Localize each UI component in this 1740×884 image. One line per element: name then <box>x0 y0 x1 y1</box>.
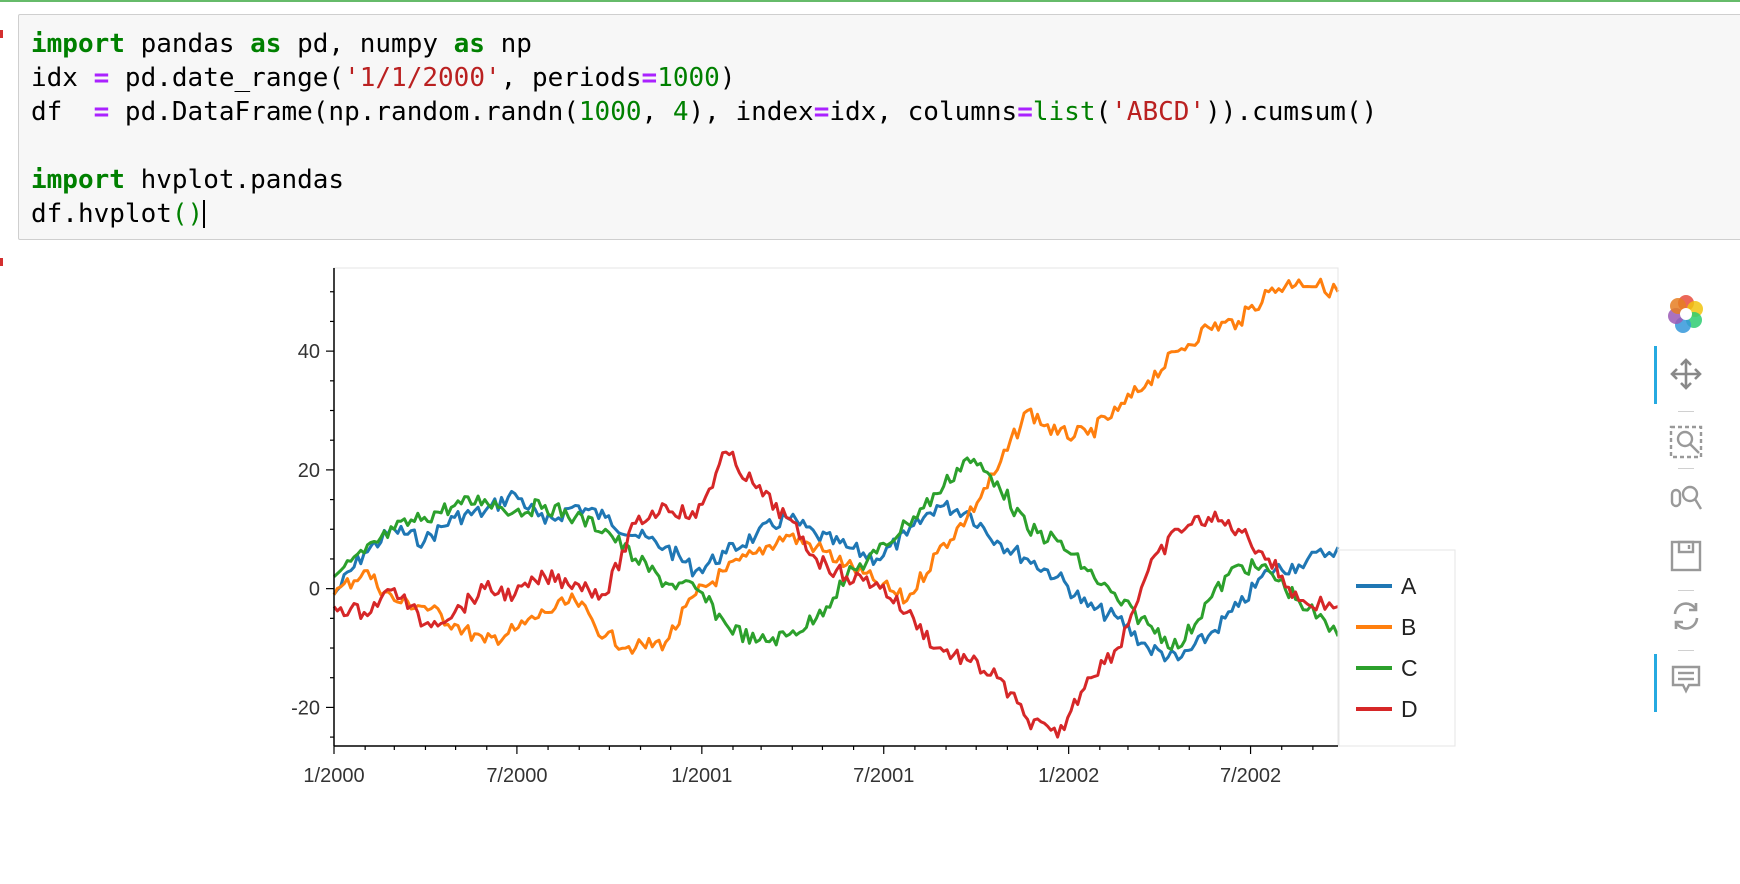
op-assign: = <box>813 97 830 127</box>
series-line-A <box>332 489 1340 663</box>
str-date: '1/1/2000' <box>344 63 501 93</box>
hover-tool-icon[interactable] <box>1664 658 1708 702</box>
op-assign: = <box>641 63 658 93</box>
text-cursor <box>203 200 206 228</box>
bokeh-toolbar <box>1648 292 1728 722</box>
code-line-3: df = pd.DataFrame(np.random.randn(1000, … <box>31 97 1378 127</box>
series-line-B <box>332 277 1340 655</box>
op-assign: = <box>1017 97 1033 127</box>
y-tick-label: 0 <box>309 579 320 601</box>
output-prompt-marker <box>0 258 3 266</box>
op-assign: = <box>93 97 110 127</box>
legend-label-C: C <box>1401 655 1418 681</box>
toolbar-separator <box>1678 468 1694 469</box>
legend-label-A: A <box>1401 573 1417 599</box>
kw-import: import <box>31 29 125 59</box>
kw-as: as <box>250 29 282 59</box>
pan-tool-active-indicator <box>1654 346 1657 404</box>
series-line-D <box>332 450 1339 739</box>
legend-label-B: B <box>1401 614 1416 640</box>
box-zoom-tool-icon[interactable] <box>1664 420 1708 464</box>
input-prompt-marker <box>0 30 3 38</box>
toolbar-separator <box>1678 411 1694 412</box>
save-tool-icon[interactable] <box>1664 534 1708 578</box>
call-parens: () <box>171 199 204 229</box>
y-tick-label: -20 <box>291 697 320 719</box>
kw-as: as <box>453 29 485 59</box>
op-assign: = <box>93 63 110 93</box>
num-cols: 4 <box>672 97 689 127</box>
wheel-zoom-tool-icon[interactable] <box>1664 476 1708 520</box>
hover-tool-active-indicator <box>1654 654 1657 712</box>
plot-frame <box>333 267 1339 747</box>
num-rows: 1000 <box>578 97 642 127</box>
y-tick-label: 20 <box>298 460 320 482</box>
series-lines <box>332 277 1340 739</box>
code-line-2: idx = pd.date_range('1/1/2000', periods=… <box>31 63 736 93</box>
x-tick-label: 1/2002 <box>1038 765 1099 787</box>
chart-axes: -20 0 20 40 1/2000 7/2000 1/2001 7/2001 1/2002 7/… <box>291 267 1339 787</box>
toolbar-separator <box>1678 590 1694 591</box>
code-editor[interactable]: import pandas as pd, numpy as np idx = p… <box>31 27 1377 231</box>
pan-tool-icon[interactable] <box>1664 352 1708 396</box>
code-line-5: import hvplot.pandas <box>31 165 345 195</box>
legend-label-D: D <box>1401 696 1418 722</box>
kw-import: import <box>31 165 125 195</box>
y-tick-label: 40 <box>298 341 320 363</box>
x-tick-label: 7/2001 <box>853 765 914 787</box>
toolbar-separator <box>1678 650 1694 651</box>
str-columns: 'ABCD' <box>1111 97 1206 127</box>
builtin-list: list <box>1032 97 1096 127</box>
series-line-C <box>332 456 1340 651</box>
x-tick-label: 1/2001 <box>671 765 732 787</box>
reset-tool-icon[interactable] <box>1664 594 1708 638</box>
chart-legend: ABCD <box>1338 549 1456 747</box>
legend-box <box>1338 549 1456 747</box>
bokeh-logo[interactable] <box>1664 292 1708 336</box>
cell-top-border <box>0 0 1740 2</box>
code-line-1: import pandas as pd, numpy as np <box>31 29 532 59</box>
num-periods: 1000 <box>657 63 720 93</box>
code-line-6: df.hvplot() <box>31 199 206 229</box>
x-tick-label: 7/2000 <box>486 765 547 787</box>
x-tick-label: 7/2002 <box>1220 765 1281 787</box>
x-tick-label: 1/2000 <box>303 765 364 787</box>
code-cell[interactable]: import pandas as pd, numpy as np idx = p… <box>18 14 1740 240</box>
